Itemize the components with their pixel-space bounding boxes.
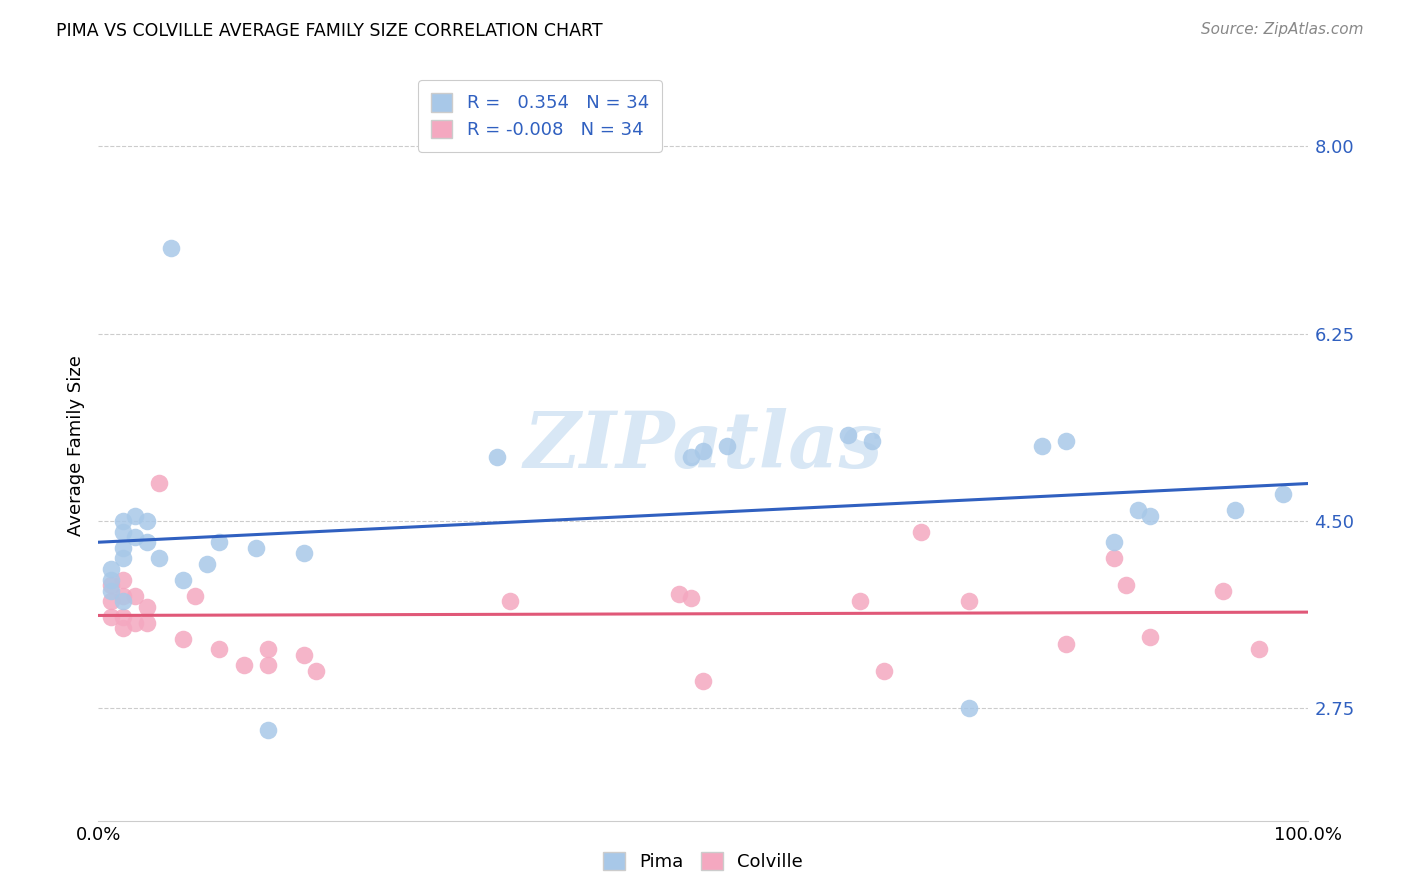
- Point: [111, 589, 134, 603]
- Point: [100, 578, 122, 592]
- Point: [135, 599, 157, 614]
- Point: [486, 450, 509, 464]
- Point: [111, 514, 134, 528]
- Point: [111, 524, 134, 539]
- Point: [100, 583, 122, 598]
- Text: Source: ZipAtlas.com: Source: ZipAtlas.com: [1201, 22, 1364, 37]
- Point: [716, 439, 738, 453]
- Point: [111, 551, 134, 566]
- Point: [184, 589, 207, 603]
- Point: [849, 594, 872, 608]
- Legend: R =   0.354   N = 34, R = -0.008   N = 34: R = 0.354 N = 34, R = -0.008 N = 34: [418, 80, 662, 152]
- Point: [692, 444, 714, 458]
- Point: [498, 594, 520, 608]
- Point: [957, 594, 980, 608]
- Point: [232, 658, 254, 673]
- Point: [256, 658, 278, 673]
- Point: [208, 642, 231, 657]
- Legend: Pima, Colville: Pima, Colville: [596, 845, 810, 879]
- Point: [124, 508, 146, 523]
- Point: [208, 535, 231, 549]
- Point: [1212, 583, 1234, 598]
- Point: [1115, 578, 1137, 592]
- Point: [957, 701, 980, 715]
- Point: [292, 546, 315, 560]
- Text: ZIPatlas: ZIPatlas: [523, 408, 883, 484]
- Point: [860, 434, 883, 448]
- Point: [256, 723, 278, 737]
- Point: [172, 573, 194, 587]
- Point: [873, 664, 896, 678]
- Point: [1054, 637, 1077, 651]
- Point: [135, 514, 157, 528]
- Point: [100, 573, 122, 587]
- Point: [1128, 503, 1150, 517]
- Point: [1102, 551, 1125, 566]
- Point: [245, 541, 267, 555]
- Point: [111, 621, 134, 635]
- Point: [292, 648, 315, 662]
- Point: [837, 428, 859, 442]
- Point: [124, 589, 146, 603]
- Point: [305, 664, 328, 678]
- Point: [111, 610, 134, 624]
- Point: [910, 524, 932, 539]
- Point: [195, 557, 218, 571]
- Point: [100, 562, 122, 576]
- Point: [100, 594, 122, 608]
- Point: [256, 642, 278, 657]
- Point: [111, 594, 134, 608]
- Point: [679, 591, 702, 605]
- Point: [100, 610, 122, 624]
- Y-axis label: Average Family Size: Average Family Size: [66, 356, 84, 536]
- Point: [1223, 503, 1246, 517]
- Point: [1139, 630, 1161, 644]
- Point: [1249, 642, 1271, 657]
- Point: [1102, 535, 1125, 549]
- Point: [1054, 434, 1077, 448]
- Point: [1031, 439, 1053, 453]
- Point: [172, 632, 194, 646]
- Point: [160, 241, 183, 255]
- Point: [148, 476, 170, 491]
- Point: [135, 535, 157, 549]
- Point: [1139, 508, 1161, 523]
- Text: PIMA VS COLVILLE AVERAGE FAMILY SIZE CORRELATION CHART: PIMA VS COLVILLE AVERAGE FAMILY SIZE COR…: [56, 22, 603, 40]
- Point: [124, 530, 146, 544]
- Point: [111, 573, 134, 587]
- Point: [668, 587, 690, 601]
- Point: [1272, 487, 1295, 501]
- Point: [148, 551, 170, 566]
- Point: [135, 615, 157, 630]
- Point: [124, 615, 146, 630]
- Point: [679, 450, 702, 464]
- Point: [692, 674, 714, 689]
- Point: [111, 541, 134, 555]
